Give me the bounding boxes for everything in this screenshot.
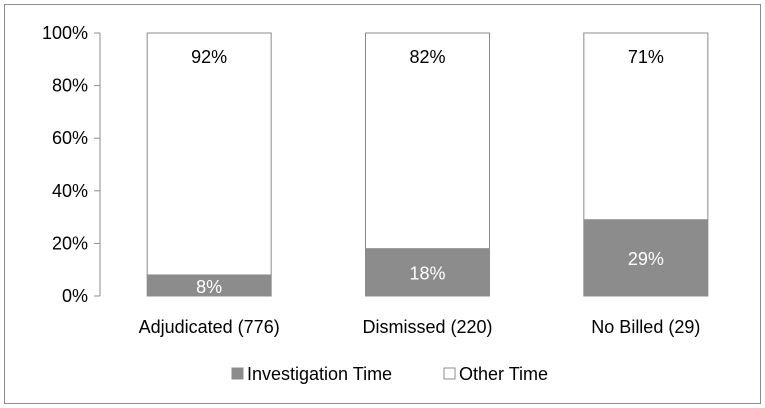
x-category-label: No Billed (29) [591, 317, 700, 337]
y-tick-label: 40% [52, 181, 88, 201]
bar-other-time [583, 32, 709, 221]
y-tick-label: 100% [42, 23, 88, 43]
x-category-label: Adjudicated (776) [139, 317, 280, 337]
y-tick-label: 0% [62, 286, 88, 306]
y-tick-label: 80% [52, 76, 88, 96]
bar-other-time [365, 32, 490, 250]
legend-label: Investigation Time [247, 364, 392, 384]
bar-other-time [146, 32, 272, 276]
legend-swatch-investigation-time [231, 367, 244, 380]
data-label: 71% [628, 47, 664, 67]
legend-label: Other Time [459, 364, 548, 384]
bar-investigation-time [583, 219, 709, 297]
legend-swatch-other-time [443, 367, 456, 380]
data-label: 29% [628, 249, 664, 269]
y-tick-label: 20% [52, 233, 88, 253]
x-category-label: Dismissed (220) [362, 317, 492, 337]
data-label: 8% [196, 277, 222, 297]
y-tick-label: 60% [52, 128, 88, 148]
data-label: 82% [409, 47, 445, 67]
data-label: 92% [191, 47, 227, 67]
bar-investigation-time [365, 248, 490, 297]
data-label: 18% [409, 263, 445, 283]
